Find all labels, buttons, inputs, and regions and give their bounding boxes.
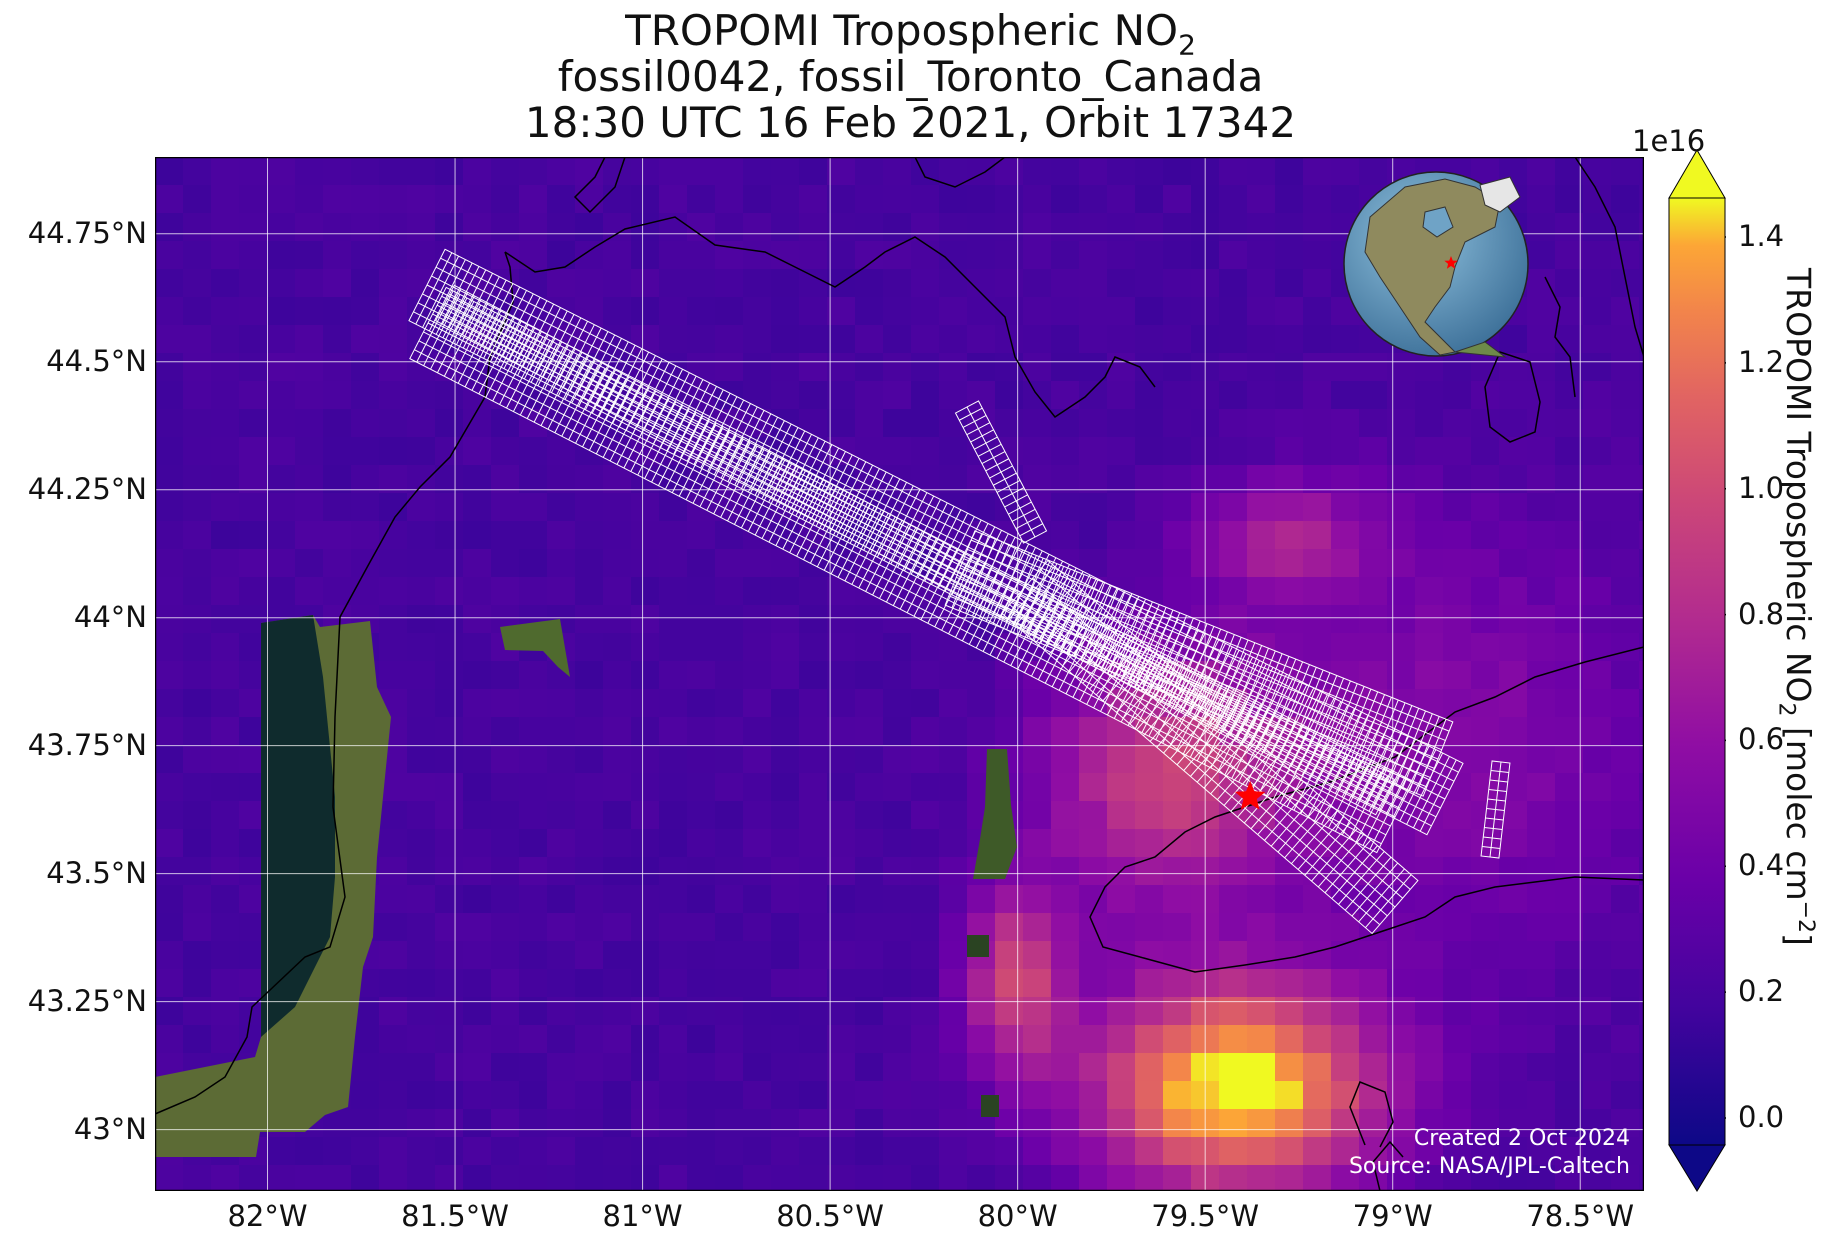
latitude-tick-label: 44.25°N bbox=[27, 471, 147, 506]
latitude-tick-label: 44°N bbox=[73, 599, 147, 634]
northeast-islands-outline bbox=[1544, 276, 1576, 398]
plot-title-line-1: TROPOMI Tropospheric NO2 bbox=[0, 6, 1821, 70]
colorbar-label-suffix: ] bbox=[1779, 933, 1818, 946]
credit-line-1: Created 2 Oct 2024 bbox=[1414, 1126, 1630, 1151]
globe-hudson-bay bbox=[1422, 206, 1454, 238]
lake-huron-coastline bbox=[155, 251, 514, 1115]
colorbar-label-mid: [molec cm bbox=[1779, 716, 1818, 901]
colorbar bbox=[1668, 150, 1726, 1192]
graticule bbox=[155, 157, 1644, 1191]
longitude-tick-label: 79.5°W bbox=[1151, 1199, 1260, 1233]
map-frame bbox=[155, 157, 1644, 1191]
title-subscript: 2 bbox=[1178, 28, 1196, 62]
lake-island-outline bbox=[1484, 351, 1541, 443]
plot-title-line-2: fossil0042, fossil_Toronto_Canada bbox=[557, 52, 1264, 101]
latitude-tick-label: 43.5°N bbox=[46, 855, 147, 890]
farmland-patch-north bbox=[500, 619, 570, 677]
longitude-tick-label: 80°W bbox=[977, 1199, 1058, 1233]
colorbar-tick-label: 0.6 bbox=[1738, 722, 1785, 757]
longitude-tick-label: 78.5°W bbox=[1526, 1199, 1635, 1233]
globe-inset bbox=[1343, 171, 1529, 358]
footprint-strip-small bbox=[954, 400, 1048, 544]
farmland-patch-center bbox=[973, 749, 1017, 879]
footprint-strip-tiny bbox=[1480, 760, 1511, 859]
footprint-strip-east bbox=[944, 530, 1454, 797]
latitude-tick-label: 43.75°N bbox=[27, 727, 147, 762]
latitude-tick-label: 43.25°N bbox=[27, 983, 147, 1018]
colorbar-label-sub: 2 bbox=[1773, 702, 1799, 717]
longitude-tick-label: 80.5°W bbox=[776, 1199, 884, 1233]
colorbar-tick-label: 0.0 bbox=[1738, 1100, 1785, 1134]
simcoe-coastline bbox=[914, 157, 1006, 188]
colorbar-gradient bbox=[1668, 197, 1726, 1146]
globe-north-america bbox=[1364, 178, 1501, 356]
colorbar-tick-label: 0.8 bbox=[1738, 596, 1785, 631]
georgian-bay-coastline bbox=[504, 216, 1156, 419]
longitude-tick-label: 79°W bbox=[1352, 1199, 1433, 1233]
lake-huron-water bbox=[261, 615, 335, 1037]
longitude-tick-label: 82°W bbox=[227, 1199, 308, 1233]
niagara-river-outline bbox=[1349, 1081, 1394, 1148]
target-marker-layer bbox=[1235, 780, 1266, 810]
imagery-block-2 bbox=[981, 1095, 999, 1117]
plot-title-line-3: 18:30 UTC 16 Feb 2021, Orbit 17342 bbox=[524, 98, 1297, 147]
globe-target-marker bbox=[1444, 256, 1458, 269]
satellite-imagery-layer bbox=[155, 615, 1017, 1157]
imagery-block-1 bbox=[967, 935, 989, 957]
colorbar-tick-label: 1.2 bbox=[1738, 344, 1785, 379]
footprint-strip-south bbox=[409, 286, 1414, 854]
colorbar-exponent: 1e16 bbox=[1632, 124, 1706, 158]
colorbar-tick-label: 0.4 bbox=[1738, 848, 1785, 883]
niagara-river-outline-2 bbox=[1372, 1140, 1404, 1191]
map-panel: Created 2 Oct 2024 Source: NASA/JPL-Calt… bbox=[155, 157, 1644, 1191]
globe-star-icon bbox=[1444, 256, 1458, 269]
east-coastline bbox=[1574, 157, 1644, 358]
footprint-strip-center bbox=[1001, 559, 1419, 935]
north-shore-coastline bbox=[573, 157, 626, 214]
globe-greenland bbox=[1479, 176, 1521, 213]
colorbar-label-sup: −2 bbox=[1793, 900, 1818, 934]
observation-footprints bbox=[408, 248, 1511, 935]
longitude-tick-label: 81°W bbox=[602, 1199, 683, 1233]
latitude-tick-label: 44.5°N bbox=[46, 343, 147, 378]
globe-south-america bbox=[1454, 341, 1507, 358]
longitude-tick-label: 81.5°W bbox=[401, 1199, 509, 1233]
title-prefix: TROPOMI Tropospheric NO bbox=[625, 6, 1179, 55]
target-star-icon bbox=[1235, 780, 1266, 810]
colorbar-tick-label: 1.0 bbox=[1738, 470, 1785, 505]
colorbar-extend-bottom bbox=[1668, 1144, 1726, 1192]
latitude-tick-label: 44.75°N bbox=[27, 215, 147, 250]
colorbar-label: TROPOMI Tropospheric NO2 [molec cm−2] bbox=[1773, 268, 1818, 946]
colorbar-tick-label: 1.4 bbox=[1738, 219, 1785, 253]
colorbar-label-prefix: TROPOMI Tropospheric NO bbox=[1779, 268, 1818, 703]
latitude-tick-label: 43°N bbox=[73, 1111, 147, 1146]
lake-ontario-south-shore bbox=[1139, 876, 1644, 973]
colorbar-tick-label: 0.2 bbox=[1738, 974, 1785, 1009]
credit-line-2: Source: NASA/JPL-Caltech bbox=[1349, 1154, 1630, 1179]
